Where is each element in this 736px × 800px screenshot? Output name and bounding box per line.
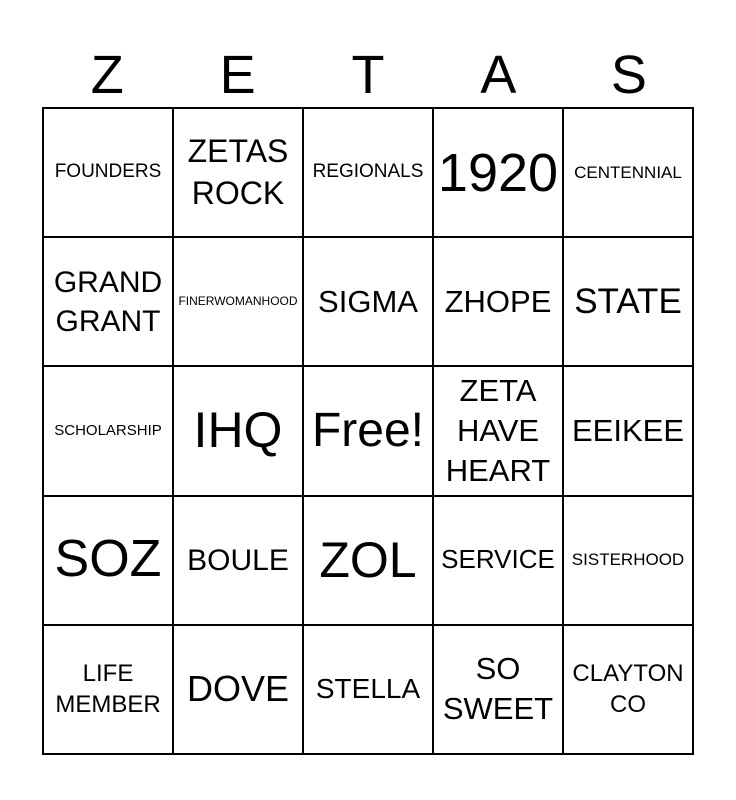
bingo-cell[interactable]: STATE bbox=[564, 238, 692, 366]
bingo-cell[interactable]: ZHOPE bbox=[434, 238, 562, 366]
bingo-cell[interactable]: SO SWEET bbox=[434, 625, 562, 753]
free-cell[interactable]: Free! bbox=[304, 367, 432, 495]
bingo-cell[interactable]: STELLA bbox=[304, 625, 432, 753]
bingo-cell[interactable]: ZETA HAVE HEART bbox=[434, 367, 562, 495]
bingo-cell[interactable]: ZETAS ROCK bbox=[174, 109, 302, 237]
bingo-cell[interactable]: REGIONALS bbox=[304, 109, 432, 237]
bingo-cell[interactable]: GRAND GRANT bbox=[44, 238, 172, 366]
bingo-cell[interactable]: SERVICE bbox=[434, 496, 562, 624]
title-letter-e: E bbox=[219, 45, 256, 105]
bingo-cell[interactable]: ZOL bbox=[304, 496, 432, 624]
title-letter-a: A bbox=[480, 45, 517, 105]
bingo-cell[interactable]: IHQ bbox=[174, 367, 302, 495]
bingo-cell[interactable]: SOZ bbox=[44, 496, 172, 624]
bingo-cell[interactable]: 1920 bbox=[434, 109, 562, 237]
bingo-grid: FOUNDERS ZETAS ROCK REGIONALS 1920 CENTE… bbox=[42, 107, 694, 755]
bingo-cell[interactable]: CLAYTON CO bbox=[564, 625, 692, 753]
bingo-cell[interactable]: SISTERHOOD bbox=[564, 496, 692, 624]
card-title: Z E T A S bbox=[42, 48, 694, 102]
title-letter-s: S bbox=[610, 45, 647, 105]
bingo-cell[interactable]: LIFE MEMBER bbox=[44, 625, 172, 753]
bingo-cell[interactable]: DOVE bbox=[174, 625, 302, 753]
bingo-cell[interactable]: SIGMA bbox=[304, 238, 432, 366]
bingo-cell[interactable]: BOULE bbox=[174, 496, 302, 624]
title-letter-t: T bbox=[351, 45, 385, 105]
title-letter-z: Z bbox=[90, 45, 124, 105]
bingo-cell[interactable]: EEIKEE bbox=[564, 367, 692, 495]
bingo-cell[interactable]: SCHOLARSHIP bbox=[44, 367, 172, 495]
bingo-cell[interactable]: FINERWOMANHOOD bbox=[174, 238, 302, 366]
bingo-cell[interactable]: FOUNDERS bbox=[44, 109, 172, 237]
bingo-cell[interactable]: CENTENNIAL bbox=[564, 109, 692, 237]
